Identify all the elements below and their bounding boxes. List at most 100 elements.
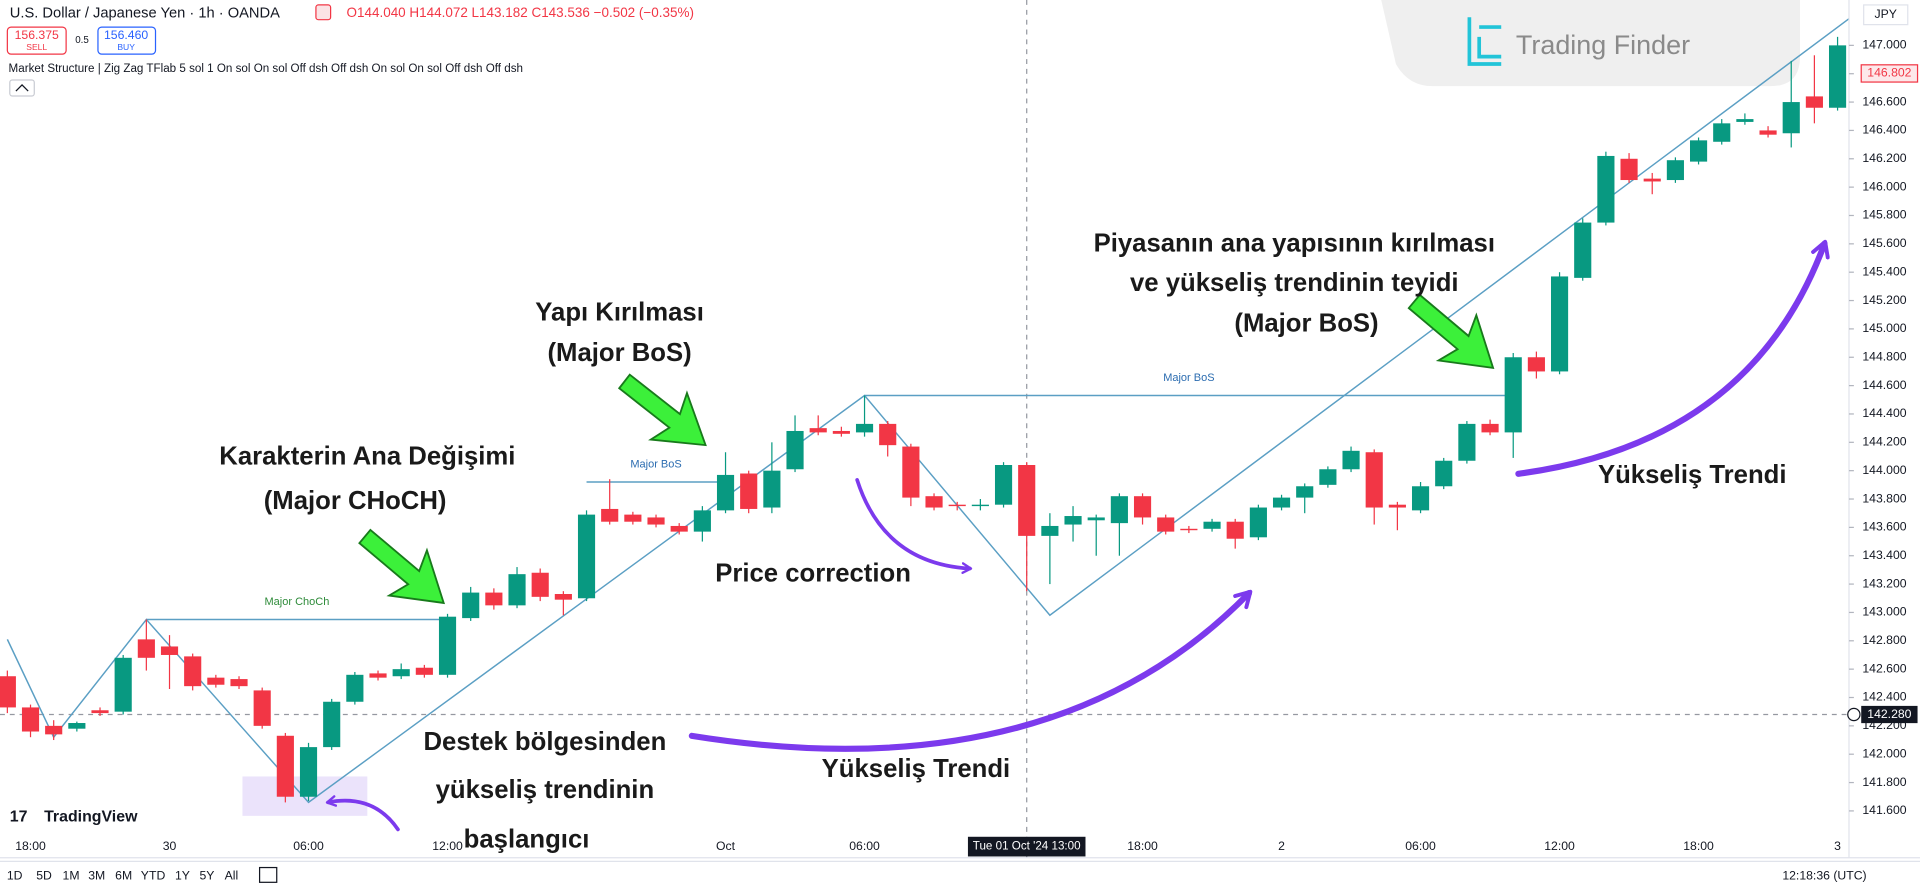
sell-button[interactable]: 156.375 SELL — [6, 26, 67, 55]
candle-body — [554, 594, 572, 600]
x-tick-label: 18:00 — [1127, 839, 1158, 853]
candle-body — [276, 735, 294, 797]
range-button[interactable]: 5Y — [199, 868, 214, 882]
candle-body — [1689, 140, 1708, 162]
candle-body — [1226, 521, 1244, 539]
tv-logo: TradingView — [44, 808, 138, 825]
candle-body — [369, 673, 387, 678]
currency-box — [1863, 4, 1909, 26]
buy-box[interactable] — [97, 26, 157, 55]
annotation: Yükseliş Trendi — [822, 755, 1011, 783]
x-tick-label: 18:00 — [1683, 839, 1714, 853]
y-tick-label: 141.600 — [1862, 803, 1906, 817]
candle-body — [1805, 96, 1823, 108]
structure-label: Major BoS — [630, 459, 681, 471]
candle-body — [438, 616, 457, 675]
toolbar: 1D 5D 1M 3M 6M YTD 1Y 5Y All — [7, 868, 238, 882]
y-tick-label: 145.200 — [1862, 293, 1906, 307]
range-button[interactable]: 1D — [7, 868, 23, 882]
y-tick-label: 142.800 — [1862, 633, 1906, 647]
candle-body — [160, 646, 179, 655]
candle-body — [0, 676, 16, 708]
purple-arrows — [325, 239, 1830, 832]
buy-price[interactable]: 156.460 — [104, 28, 148, 42]
annotation: başlangıcı — [464, 825, 590, 853]
candle-body — [1504, 357, 1522, 433]
candle-body — [879, 423, 897, 446]
candle-body — [1064, 516, 1082, 525]
correction-arrow — [855, 478, 973, 575]
trend-arrow — [688, 589, 1253, 752]
y-tick-label: 146.000 — [1862, 179, 1906, 193]
candle-body — [647, 517, 665, 525]
sell-label[interactable]: SELL — [26, 42, 47, 52]
sell-box[interactable] — [6, 26, 67, 55]
range-button[interactable]: All — [225, 868, 239, 882]
candle-body — [786, 430, 804, 470]
candle-body — [693, 510, 711, 532]
candle-body — [1713, 123, 1731, 142]
candle-body — [1620, 158, 1638, 181]
range-button[interactable]: 5D — [36, 868, 52, 882]
crosshair-time-label: Tue 01 Oct '24 13:00 — [973, 840, 1081, 853]
x-tick-label: 12:00 — [432, 839, 463, 853]
y-tick-label: 145.400 — [1862, 264, 1906, 278]
sell-price[interactable]: 156.375 — [15, 28, 59, 42]
y-tick-label: 142.400 — [1862, 690, 1906, 704]
candle-body — [1203, 521, 1221, 529]
candle-body — [1643, 178, 1661, 182]
candle-body — [207, 677, 225, 685]
y-tick-label: 144.200 — [1862, 435, 1906, 449]
candle-body — [230, 679, 248, 687]
candle-body — [925, 496, 943, 508]
candle-body — [1435, 460, 1453, 487]
y-tick-label: 143.000 — [1862, 605, 1906, 619]
x-tick-label: 3 — [1834, 839, 1841, 853]
candle-body — [577, 514, 596, 599]
y-tick-label: 145.800 — [1862, 208, 1906, 222]
range-button[interactable]: 1Y — [175, 868, 190, 882]
y-tick-label: 141.800 — [1862, 775, 1906, 789]
trend-arrow — [1515, 239, 1830, 477]
y-tick-label: 142.000 — [1862, 746, 1906, 760]
candle-body — [1087, 517, 1105, 521]
x-tick-label: 06:00 — [1405, 839, 1436, 853]
y-tick-label: 143.800 — [1862, 491, 1906, 505]
y-tick-label: 146.400 — [1862, 123, 1906, 137]
green-arrow — [1407, 293, 1495, 370]
ohlc: O144.040 H144.072 L143.182 C143.536 −0.5… — [347, 5, 694, 20]
candle-body — [971, 504, 989, 507]
buy-button[interactable]: 156.460 BUY — [97, 26, 157, 55]
candle-body — [531, 572, 549, 597]
y-tick-label: 146.200 — [1862, 151, 1906, 165]
crosshair-price-box — [1861, 705, 1918, 724]
candle-body — [45, 725, 63, 735]
candle-body — [855, 423, 874, 433]
candle-body — [1296, 486, 1314, 498]
crosshair-plus[interactable] — [1847, 707, 1861, 722]
indicator: Market Structure | Zig Zag TFlab 5 sol 1… — [9, 62, 523, 75]
range-button[interactable]: YTD — [141, 868, 166, 882]
currency: JPY — [1874, 7, 1896, 21]
x-tick-label: 06:00 — [293, 839, 324, 853]
annotation: (Major CHoCH) — [264, 487, 447, 515]
annotation: Price correction — [715, 559, 911, 587]
clock: 12:18:36 (UTC) — [1782, 868, 1866, 882]
y-tick-label: 143.400 — [1862, 548, 1906, 562]
collapse-button[interactable] — [9, 79, 35, 97]
range-button[interactable]: 6M — [115, 868, 132, 882]
last-price-label: 146.802 — [1867, 66, 1911, 80]
candle-body — [114, 657, 132, 712]
candle-body — [994, 464, 1013, 505]
candle-body — [392, 669, 410, 677]
date-range-icon[interactable] — [258, 866, 278, 883]
candle-body — [1018, 464, 1036, 536]
y-tick-label: 145.600 — [1862, 236, 1906, 250]
buy-label[interactable]: BUY — [117, 42, 135, 52]
candle-body — [1550, 276, 1569, 372]
range-button[interactable]: 3M — [88, 868, 105, 882]
range-button[interactable]: 1M — [63, 868, 80, 882]
candle-body — [1388, 504, 1406, 508]
candle-body — [485, 592, 503, 606]
crosshair-time-box — [967, 836, 1086, 857]
